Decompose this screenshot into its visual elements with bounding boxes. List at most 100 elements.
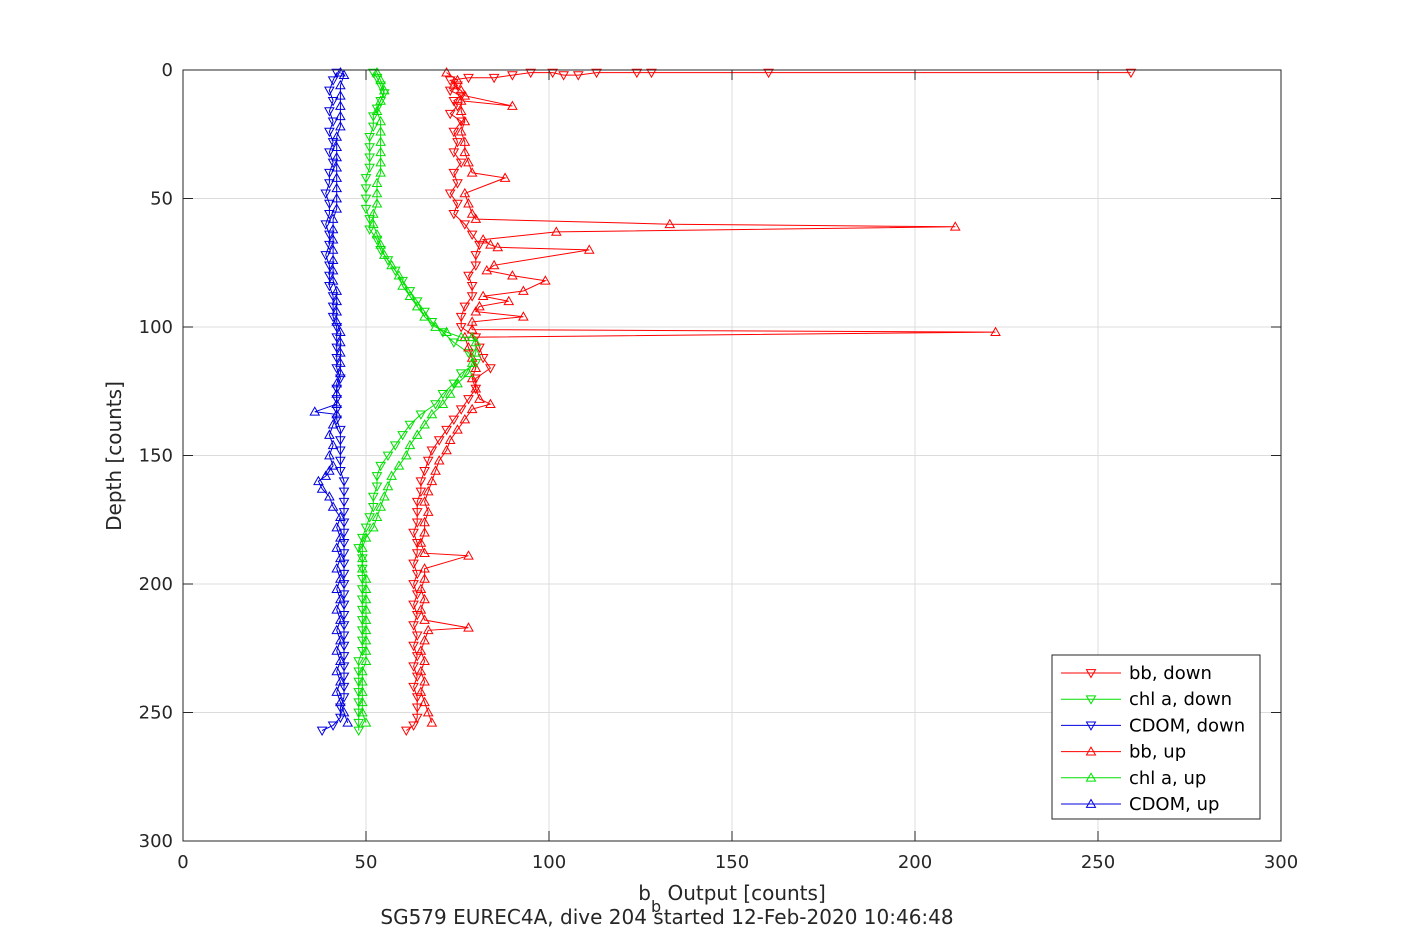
- series-layer: [309, 67, 1137, 736]
- data-point-bb-up: [466, 372, 478, 383]
- data-point-cdom-up: [338, 69, 350, 80]
- legend-label: CDOM, down: [1129, 715, 1245, 736]
- data-point-bb-up: [507, 100, 518, 110]
- data-point-chl-a-up: [360, 655, 372, 665]
- data-point-bb-down: [419, 467, 430, 477]
- data-point-bb-down: [466, 292, 478, 302]
- data-point-bb-up: [539, 275, 551, 285]
- legend-marker: [1085, 721, 1097, 731]
- data-point-bb-up: [470, 362, 482, 372]
- data-point-cdom-down: [338, 549, 350, 559]
- data-point-chl-a-down: [371, 472, 383, 482]
- data-point-bb-down: [459, 302, 471, 312]
- data-point-chl-a-down: [353, 667, 365, 677]
- data-point-chl-a-up: [360, 583, 372, 594]
- data-point-cdom-down: [338, 652, 350, 662]
- data-point-bb-up: [426, 717, 438, 727]
- data-point-cdom-up: [342, 717, 354, 727]
- data-point-bb-up: [949, 221, 961, 231]
- data-point-chl-a-up: [371, 105, 383, 115]
- data-point-cdom-down: [320, 220, 332, 230]
- data-point-cdom-down: [316, 726, 328, 736]
- data-point-cdom-up: [331, 521, 343, 532]
- data-point-chl-a-down: [364, 163, 376, 174]
- data-point-bb-down: [459, 220, 471, 230]
- data-point-bb-down: [455, 91, 467, 102]
- data-point-chl-a-up: [437, 398, 449, 408]
- data-point-cdom-up: [335, 367, 346, 378]
- x-tick-label: 300: [1264, 852, 1298, 873]
- data-point-cdom-up: [335, 110, 346, 121]
- data-point-bb-down: [408, 641, 419, 652]
- data-point-cdom-up: [327, 234, 339, 244]
- data-point-chl-a-up: [375, 136, 387, 146]
- data-point-bb-down: [452, 179, 463, 189]
- data-point-bb-down: [444, 109, 456, 120]
- data-point-cdom-down: [335, 456, 346, 467]
- data-point-bb-down: [448, 168, 460, 179]
- data-point-bb-up: [455, 126, 467, 136]
- data-point-cdom-down: [335, 467, 346, 477]
- data-point-chl-a-down: [367, 492, 379, 503]
- data-point-chl-a-down: [382, 451, 394, 462]
- data-point-chl-a-up: [356, 552, 368, 563]
- data-point-bb-down: [463, 271, 474, 282]
- data-point-chl-a-down: [448, 338, 460, 348]
- data-point-cdom-up: [335, 67, 346, 77]
- data-point-cdom-up: [331, 408, 343, 419]
- data-point-cdom-down: [338, 693, 350, 703]
- data-point-bb-down: [646, 68, 657, 79]
- data-point-chl-a-up: [371, 187, 383, 198]
- data-point-cdom-up: [331, 388, 343, 398]
- data-point-chl-a-up: [430, 321, 441, 331]
- data-point-cdom-down: [338, 508, 350, 518]
- data-point-chl-a-up: [378, 249, 390, 259]
- data-point-cdom-up: [324, 491, 335, 501]
- data-point-cdom-up: [324, 449, 335, 460]
- data-point-cdom-up: [331, 203, 343, 213]
- data-point-chl-a-up: [397, 280, 408, 290]
- data-point-cdom-down: [331, 68, 343, 79]
- x-tick-label: 200: [898, 852, 932, 873]
- legend-item-chl-a-up: chl a, up: [1061, 768, 1206, 789]
- data-point-bb-up: [463, 198, 474, 208]
- x-tick-label: 50: [355, 852, 378, 873]
- data-point-bb-up: [455, 95, 467, 105]
- data-point-bb-down: [411, 518, 423, 528]
- data-point-chl-a-up: [404, 290, 416, 301]
- data-point-cdom-up: [335, 696, 346, 707]
- data-point-chl-a-down: [353, 677, 365, 688]
- data-point-chl-a-down: [367, 122, 379, 133]
- data-point-bb-up: [433, 455, 445, 465]
- y-tick-label: 200: [139, 574, 173, 595]
- data-point-chl-a-up: [386, 470, 397, 480]
- data-point-bb-down: [411, 497, 423, 508]
- data-point-chl-a-down: [364, 132, 376, 143]
- data-point-bb-up: [415, 645, 427, 655]
- legend-marker: [1085, 798, 1097, 808]
- data-point-cdom-up: [320, 470, 332, 480]
- data-point-bb-down: [452, 199, 463, 210]
- data-point-cdom-up: [327, 254, 339, 265]
- series-line-bb-up: [420, 72, 996, 723]
- data-point-bb-up: [419, 563, 430, 573]
- series-line-chl-a-up: [361, 72, 477, 723]
- data-point-bb-up: [470, 306, 482, 316]
- data-point-chl-a-up: [356, 563, 368, 573]
- data-point-bb-down: [591, 68, 602, 79]
- data-point-chl-a-down: [360, 194, 372, 205]
- data-point-chl-a-up: [452, 378, 463, 388]
- data-point-bb-up: [459, 90, 471, 100]
- data-point-bb-up: [583, 244, 595, 254]
- data-point-cdom-up: [331, 306, 343, 316]
- data-point-chl-a-down: [353, 544, 365, 554]
- data-point-bb-up: [422, 506, 434, 516]
- data-point-bb-up: [459, 136, 471, 146]
- data-point-chl-a-down: [415, 410, 427, 420]
- data-point-cdom-up: [335, 357, 346, 367]
- data-point-chl-a-up: [466, 331, 478, 342]
- data-point-cdom-up: [335, 676, 346, 686]
- legend: bb, down chl a, down CDOM, down bb, up chl a…: [1051, 654, 1261, 820]
- data-point-cdom-up: [335, 573, 346, 583]
